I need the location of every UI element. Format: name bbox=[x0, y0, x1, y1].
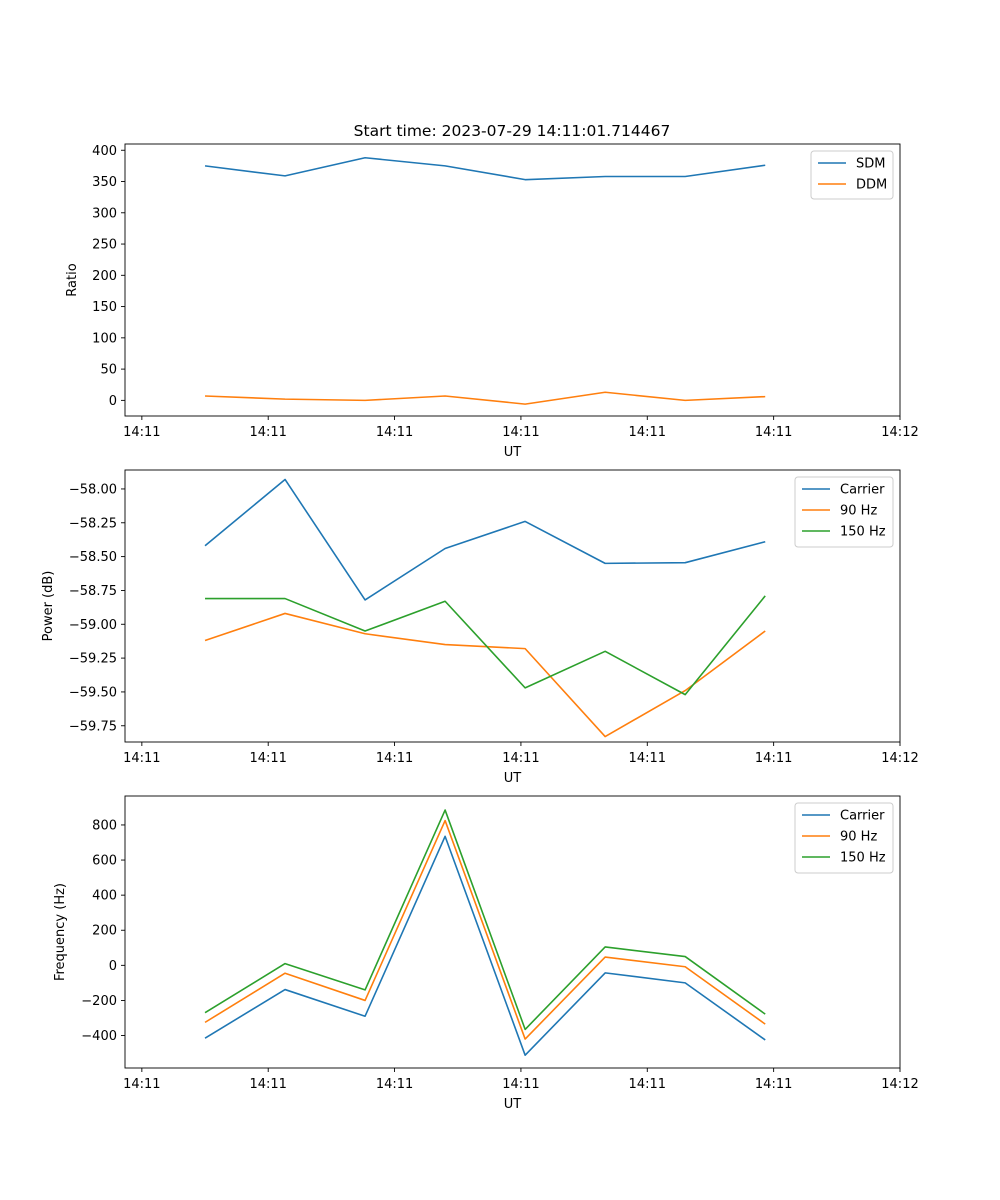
chart-panel-3: 14:11 14:11 14:11 14:11 14:11 14:11 14:12 −400 −… bbox=[53, 795, 919, 1112]
x-tick-label: 14:11 bbox=[629, 751, 666, 766]
y-tick-label: −58.25 bbox=[69, 516, 117, 531]
y-tick-label: −58.50 bbox=[69, 550, 117, 565]
y-tick-label: 200 bbox=[92, 924, 117, 939]
x-tick-label: 14:11 bbox=[502, 1077, 539, 1092]
x-tick-label: 14:11 bbox=[376, 751, 413, 766]
y-tick-label: 350 bbox=[92, 175, 117, 190]
legend: Carrier 90 Hz 150 Hz bbox=[794, 802, 894, 874]
x-tick-label: 14:11 bbox=[755, 751, 792, 766]
x-tick-label: 14:11 bbox=[376, 425, 413, 440]
x-axis-label: UT bbox=[504, 445, 522, 460]
y-tick-label: −59.75 bbox=[69, 719, 117, 734]
y-tick-label: 600 bbox=[92, 854, 117, 869]
legend-box bbox=[794, 476, 894, 548]
x-tick-label: 14:11 bbox=[502, 751, 539, 766]
y-tick-label: 0 bbox=[109, 959, 117, 974]
x-tick-label: 14:11 bbox=[629, 1077, 666, 1092]
x-axis-label: UT bbox=[504, 771, 522, 786]
chart-panel-1: 14:11 14:11 14:11 14:11 14:11 14:11 14:12 0 50 10… bbox=[65, 143, 919, 460]
series-line-90-hz bbox=[204, 612, 766, 738]
legend-box bbox=[794, 802, 894, 874]
series-line-150-hz bbox=[205, 595, 766, 696]
x-tick-label: 14:11 bbox=[249, 425, 286, 440]
y-tick-label: 250 bbox=[92, 238, 117, 253]
x-tick-label: 14:11 bbox=[249, 751, 286, 766]
legend: SDM DDM bbox=[810, 150, 894, 200]
y-tick-label: −200 bbox=[81, 994, 117, 1009]
legend-label: Carrier bbox=[840, 809, 885, 824]
y-tick-label: 400 bbox=[92, 144, 117, 159]
series-line-carrier bbox=[204, 835, 766, 1056]
x-tick-label: 14:11 bbox=[123, 751, 160, 766]
y-tick-label: −59.00 bbox=[69, 618, 117, 633]
chart-panel-2: 14:11 14:11 14:11 14:11 14:11 14:11 14:12 −58.0… bbox=[41, 469, 919, 786]
x-tick-label: 14:11 bbox=[249, 1077, 286, 1092]
series-line-sdm bbox=[204, 156, 766, 181]
legend-label: 150 Hz bbox=[840, 851, 886, 866]
x-tick-label: 14:11 bbox=[755, 425, 792, 440]
chart-panels: 14:11 14:11 14:11 14:11 14:11 14:11 14:12 0 50 10… bbox=[41, 143, 919, 1112]
series-line-150-hz bbox=[204, 809, 766, 1031]
x-tick-label: 14:11 bbox=[123, 425, 160, 440]
series-line-90-hz bbox=[204, 819, 766, 1040]
y-tick-label: −59.25 bbox=[69, 652, 117, 667]
chart-title: Start time: 2023-07-29 14:11:01.714467 bbox=[354, 122, 671, 140]
legend-label: 90 Hz bbox=[840, 504, 877, 519]
y-tick-label: 100 bbox=[92, 331, 117, 346]
x-tick-label: 14:11 bbox=[376, 1077, 413, 1092]
series-line-ddm bbox=[204, 391, 766, 405]
y-tick-label: 150 bbox=[92, 300, 117, 315]
y-tick-label: 800 bbox=[92, 818, 117, 833]
x-tick-label: 14:12 bbox=[881, 751, 918, 766]
plot-frame bbox=[124, 469, 901, 743]
x-tick-label: 14:11 bbox=[502, 425, 539, 440]
legend-label: DDM bbox=[856, 178, 887, 193]
y-tick-label: −58.75 bbox=[69, 584, 117, 599]
x-tick-label: 14:11 bbox=[629, 425, 666, 440]
y-tick-label: −58.00 bbox=[69, 482, 117, 497]
plot-frame bbox=[124, 143, 901, 417]
y-axis-label: Frequency (Hz) bbox=[53, 883, 68, 981]
y-tick-label: −59.50 bbox=[69, 685, 117, 700]
legend-label: 150 Hz bbox=[840, 525, 886, 540]
y-tick-label: 0 bbox=[109, 394, 117, 409]
series-line-carrier bbox=[204, 478, 766, 601]
y-axis-label: Ratio bbox=[65, 263, 80, 296]
legend-label: 90 Hz bbox=[840, 830, 877, 845]
y-tick-label: 300 bbox=[92, 206, 117, 221]
y-tick-label: 200 bbox=[92, 269, 117, 284]
x-tick-label: 14:11 bbox=[755, 1077, 792, 1092]
y-tick-label: 50 bbox=[100, 363, 117, 378]
y-axis-label: Power (dB) bbox=[41, 571, 56, 642]
y-tick-label: −400 bbox=[81, 1029, 117, 1044]
legend-label: SDM bbox=[856, 157, 885, 172]
plot-frame bbox=[124, 795, 901, 1069]
legend: Carrier 90 Hz 150 Hz bbox=[794, 476, 894, 548]
legend-label: Carrier bbox=[840, 483, 885, 498]
y-tick-label: 400 bbox=[92, 889, 117, 904]
x-axis-label: UT bbox=[504, 1097, 522, 1112]
x-tick-label: 14:12 bbox=[881, 425, 918, 440]
x-tick-label: 14:11 bbox=[123, 1077, 160, 1092]
x-tick-label: 14:12 bbox=[881, 1077, 918, 1092]
